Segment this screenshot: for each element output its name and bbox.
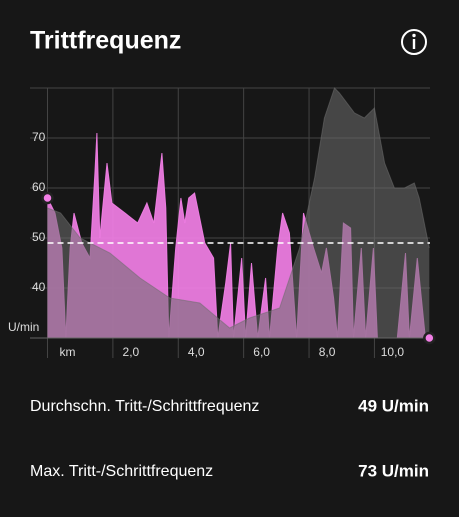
stat-value: 73 U/min	[358, 461, 429, 480]
x-tick-label: 6,0	[253, 345, 270, 359]
info-icon[interactable]	[401, 29, 427, 55]
y-tick-label: 40	[32, 280, 46, 294]
y-tick-label: 50	[32, 230, 46, 244]
stat-label: Max. Tritt-/Schrittfrequenz	[30, 463, 213, 480]
y-tick-label: 70	[32, 130, 46, 144]
stat-value: 49 U/min	[358, 396, 429, 415]
y-axis-label: U/min	[8, 320, 39, 334]
x-axis-label: km	[60, 345, 76, 359]
endpoint-marker	[41, 191, 54, 205]
info-stem	[412, 39, 416, 49]
x-tick-label: 10,0	[381, 345, 405, 359]
title: Trittfrequenz	[30, 27, 181, 55]
area-line	[47, 87, 430, 329]
endpoint-marker	[423, 331, 436, 345]
x-tick-label: 8,0	[319, 345, 336, 359]
info-dot	[412, 33, 416, 38]
info-button[interactable]	[401, 29, 427, 55]
stat-label: Durchschn. Tritt-/Schrittfrequenz	[30, 398, 259, 415]
y-tick-label: 60	[32, 180, 46, 194]
chart: 40 50 60 70 2,0 4,0 6,0 8,0 10,0 km U/min	[8, 87, 436, 359]
x-tick-label: 2,0	[123, 345, 140, 359]
x-tick-label: 4,0	[188, 345, 205, 359]
area-fill	[47, 88, 430, 338]
